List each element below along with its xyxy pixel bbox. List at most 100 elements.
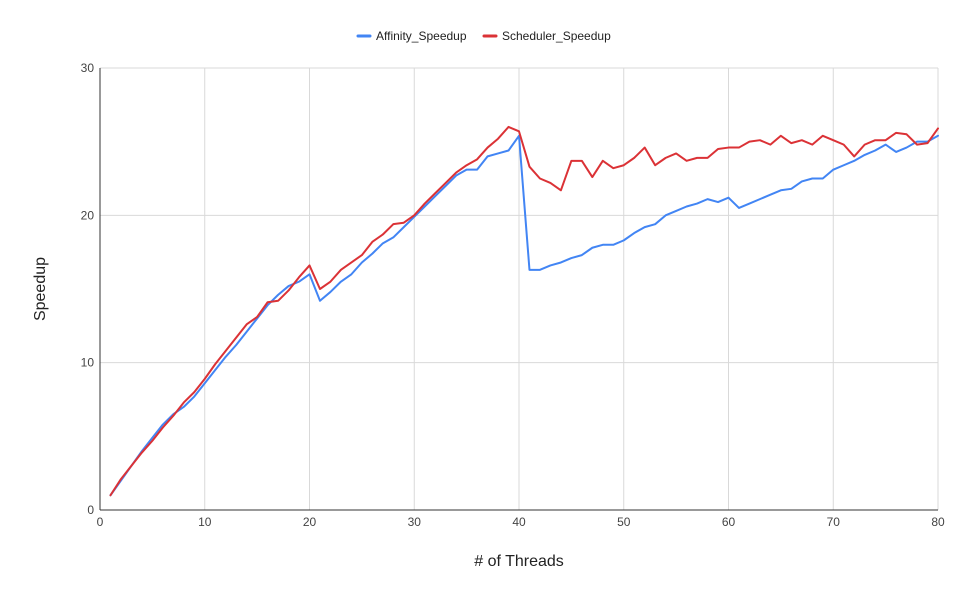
data-point	[664, 156, 668, 160]
data-point	[622, 163, 626, 167]
gridlines	[100, 67, 939, 510]
data-point	[297, 275, 301, 279]
data-point	[894, 131, 898, 135]
data-point	[590, 175, 594, 179]
data-point	[486, 154, 490, 158]
data-point	[601, 243, 605, 247]
legend-item: Scheduler_Speedup	[482, 29, 611, 43]
data-point	[423, 202, 427, 206]
data-point	[276, 299, 280, 303]
data-point	[569, 256, 573, 260]
data-point	[590, 246, 594, 250]
data-point	[884, 138, 888, 142]
data-point	[831, 138, 835, 142]
data-point	[475, 157, 479, 161]
y-tick-label: 30	[81, 61, 95, 75]
data-point	[695, 202, 699, 206]
data-point	[674, 151, 678, 155]
data-point	[328, 280, 332, 284]
data-point	[402, 221, 406, 225]
data-point	[318, 287, 322, 291]
data-point	[412, 213, 416, 217]
data-point	[810, 177, 814, 181]
data-point	[884, 143, 888, 147]
data-point	[632, 231, 636, 235]
data-point	[643, 146, 647, 150]
tick-labels: 0 10 20 30 0 10 20 30 40 50 60 70 80	[81, 61, 945, 529]
x-tick-label: 40	[512, 515, 526, 529]
x-tick-label: 80	[931, 515, 945, 529]
data-point	[360, 260, 364, 264]
data-point	[800, 138, 804, 142]
data-point	[276, 293, 280, 297]
data-point	[632, 156, 636, 160]
data-point	[601, 159, 605, 163]
data-point	[653, 222, 657, 226]
data-point	[192, 395, 196, 399]
data-point	[758, 138, 762, 142]
data-point	[381, 232, 385, 236]
data-point	[182, 400, 186, 404]
data-point	[150, 439, 154, 443]
y-tick-label: 0	[87, 503, 94, 517]
data-point	[706, 156, 710, 160]
data-point	[873, 138, 877, 142]
data-point	[517, 129, 521, 133]
data-point	[905, 132, 909, 136]
y-tick-label: 20	[81, 208, 95, 222]
legend-item: Affinity_Speedup	[356, 29, 467, 43]
data-point	[915, 143, 919, 147]
data-point	[653, 163, 657, 167]
data-point	[129, 464, 133, 468]
data-point	[873, 149, 877, 153]
data-point	[339, 280, 343, 284]
data-point	[894, 150, 898, 154]
data-point	[768, 143, 772, 147]
data-point	[360, 253, 364, 257]
x-tick-label: 0	[97, 515, 104, 529]
data-point	[580, 253, 584, 257]
legend: Affinity_Speedup Scheduler_Speedup	[356, 29, 611, 43]
data-point	[308, 263, 312, 267]
data-point	[192, 390, 196, 394]
data-point	[548, 181, 552, 185]
series-line-affinity-speedup	[109, 134, 939, 497]
data-point	[203, 377, 207, 381]
data-point	[381, 241, 385, 245]
data-point	[234, 343, 238, 347]
data-point	[108, 493, 112, 497]
series-lines	[108, 125, 939, 497]
series-line-scheduler-speedup	[109, 125, 939, 497]
data-point	[527, 268, 531, 272]
data-point	[737, 206, 741, 210]
data-point	[789, 141, 793, 145]
data-point	[821, 177, 825, 181]
data-point	[538, 177, 542, 181]
data-point	[266, 300, 270, 304]
data-point	[863, 143, 867, 147]
data-point	[287, 288, 291, 292]
data-point	[695, 156, 699, 160]
data-point	[706, 197, 710, 201]
data-point	[727, 146, 731, 150]
data-point	[444, 181, 448, 185]
x-tick-label: 30	[408, 515, 422, 529]
x-tick-label: 70	[827, 515, 841, 529]
data-point	[224, 355, 228, 359]
data-point	[161, 425, 165, 429]
data-point	[234, 336, 238, 340]
data-point	[119, 477, 123, 481]
data-point	[391, 222, 395, 226]
data-point	[339, 268, 343, 272]
data-point	[737, 146, 741, 150]
data-point	[391, 235, 395, 239]
x-tick-label: 60	[722, 515, 736, 529]
data-point	[611, 243, 615, 247]
data-point	[685, 159, 689, 163]
data-point	[538, 268, 542, 272]
data-point	[926, 141, 930, 145]
legend-label: Affinity_Speedup	[376, 29, 467, 43]
data-point	[580, 159, 584, 163]
data-point	[496, 151, 500, 155]
